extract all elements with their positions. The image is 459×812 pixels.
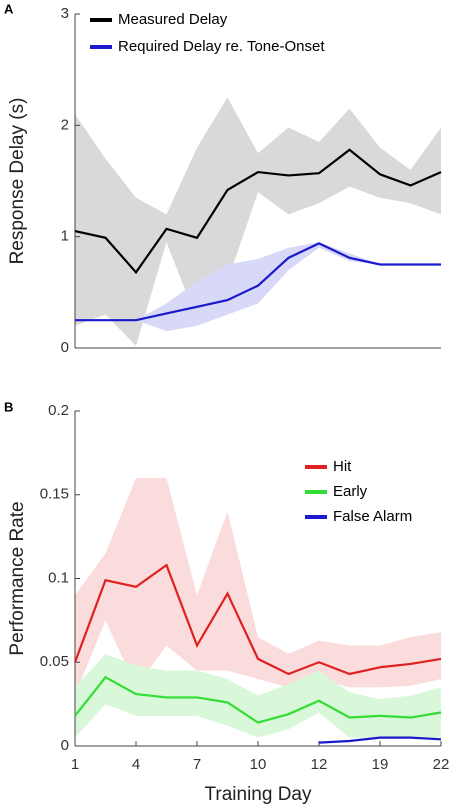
y-tick-label: 0.15 — [40, 486, 69, 503]
series-line — [74, 675, 442, 724]
x-tick-label: 22 — [433, 756, 450, 773]
y-tick-label: 2 — [61, 116, 69, 133]
series-line — [75, 242, 441, 322]
y-tick-label: 1 — [61, 228, 69, 245]
y-tick-label: 3 — [61, 5, 69, 22]
y-tick-label: 0.05 — [40, 653, 69, 670]
x-tick-label: 7 — [193, 756, 201, 773]
x-tick-label: 19 — [372, 756, 389, 773]
legend-label: Required Delay re. Tone-Onset — [118, 38, 325, 55]
series-line — [318, 736, 442, 744]
x-tick-label: 1 — [71, 756, 79, 773]
error-band — [75, 97, 441, 346]
y-tick-label: 0.2 — [48, 402, 69, 419]
y-tick-label: 0 — [61, 737, 69, 754]
panel-label: A — [4, 1, 14, 16]
y-tick-label: 0 — [61, 339, 69, 356]
panel-label: B — [4, 399, 13, 414]
legend-label: False Alarm — [333, 508, 412, 525]
x-tick-label: 12 — [311, 756, 328, 773]
legend-label: Early — [333, 483, 368, 500]
series-line — [74, 148, 442, 275]
series-line — [73, 563, 442, 676]
legend-label: Hit — [333, 458, 352, 475]
y-axis-title: Performance Rate — [7, 501, 28, 655]
x-tick-label: 10 — [250, 756, 267, 773]
error-band — [75, 478, 441, 696]
x-tick-label: 4 — [132, 756, 140, 773]
x-axis-title: Training Day — [204, 784, 312, 805]
y-tick-label: 0.1 — [48, 569, 69, 586]
legend-label: Measured Delay — [118, 11, 228, 28]
y-axis-title: Response Delay (s) — [7, 98, 28, 265]
